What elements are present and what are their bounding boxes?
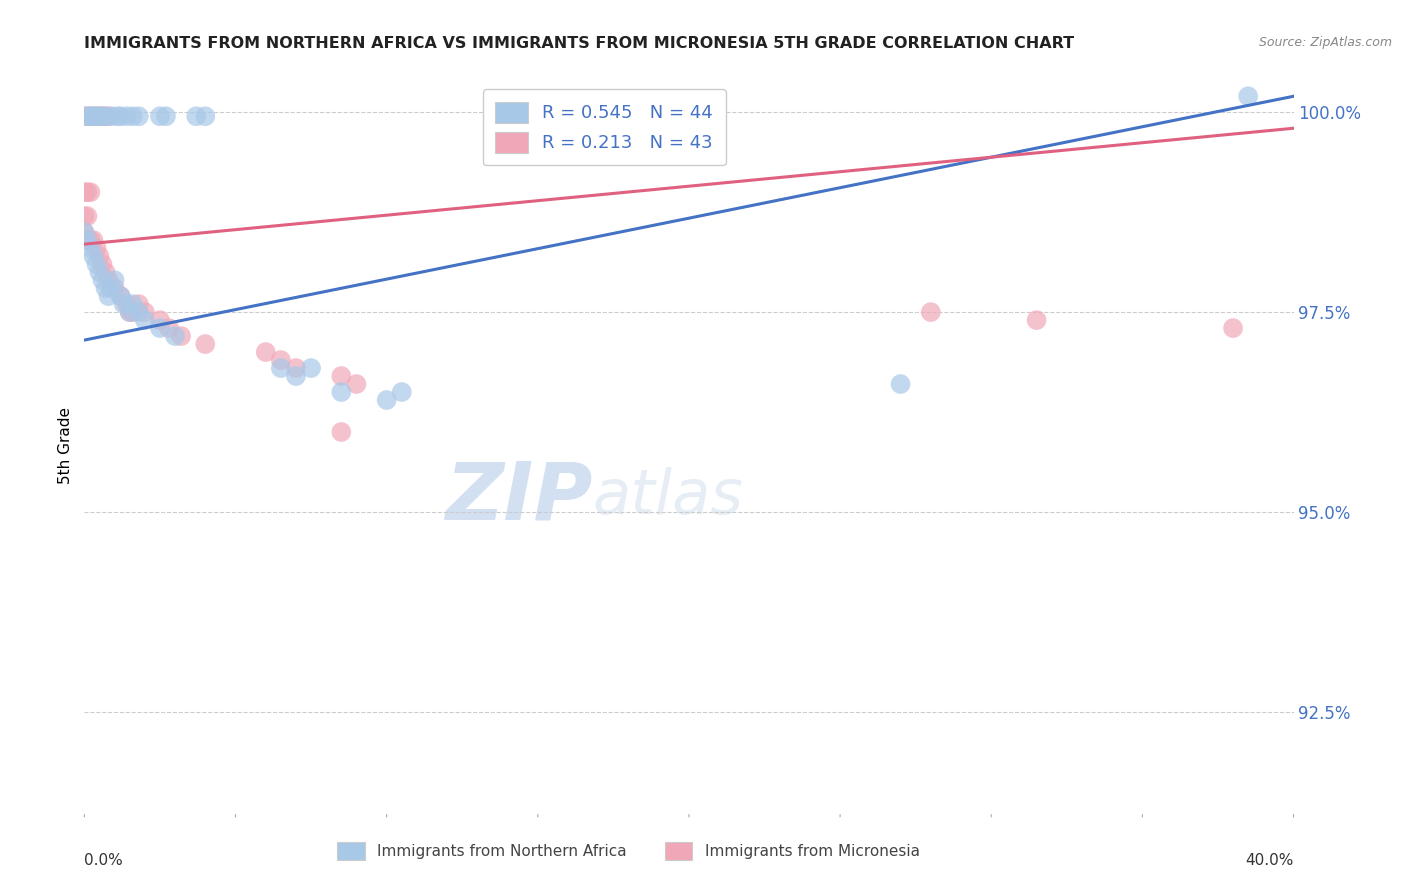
Point — [104, 281, 127, 295]
Point — [149, 313, 172, 327]
Point — [134, 305, 156, 319]
Point — [79, 241, 101, 255]
Point — [155, 109, 177, 123]
Point — [82, 109, 104, 123]
Point — [76, 209, 98, 223]
Point — [73, 225, 96, 239]
Point — [346, 377, 368, 392]
Point — [118, 305, 141, 319]
Point — [1025, 313, 1047, 327]
Point — [91, 109, 114, 123]
Point — [194, 337, 217, 351]
Point — [100, 109, 122, 123]
Point — [375, 392, 398, 407]
Point — [94, 109, 117, 123]
Point — [76, 233, 98, 247]
Point — [89, 109, 111, 123]
Point — [91, 273, 114, 287]
Point — [79, 185, 101, 199]
Point — [1237, 89, 1260, 103]
Point — [128, 109, 150, 123]
Point — [285, 369, 308, 384]
Point — [86, 241, 108, 255]
Point — [82, 233, 104, 247]
Point — [89, 109, 111, 123]
Point — [110, 289, 132, 303]
Point — [134, 313, 156, 327]
Point — [330, 369, 353, 384]
Point — [165, 329, 187, 343]
Point — [91, 257, 114, 271]
Point — [121, 109, 143, 123]
Point — [112, 297, 135, 311]
Point — [121, 305, 143, 319]
Point — [110, 289, 132, 303]
Point — [128, 305, 150, 319]
Point — [330, 425, 353, 439]
Point — [270, 353, 292, 368]
Point — [76, 185, 98, 199]
Point — [115, 297, 138, 311]
Point — [194, 109, 217, 123]
Point — [115, 109, 138, 123]
Text: IMMIGRANTS FROM NORTHERN AFRICA VS IMMIGRANTS FROM MICRONESIA 5TH GRADE CORRELAT: IMMIGRANTS FROM NORTHERN AFRICA VS IMMIG… — [84, 36, 1074, 51]
Point — [100, 281, 122, 295]
Point — [89, 249, 111, 263]
Point — [94, 281, 117, 295]
Point — [104, 273, 127, 287]
Text: 0.0%: 0.0% — [84, 854, 124, 868]
Point — [186, 109, 208, 123]
Point — [86, 109, 108, 123]
Point — [254, 345, 277, 359]
Point — [285, 361, 308, 376]
Point — [82, 249, 104, 263]
Point — [73, 225, 96, 239]
Point — [890, 377, 912, 392]
Point — [97, 289, 120, 303]
Y-axis label: 5th Grade: 5th Grade — [58, 408, 73, 484]
Point — [110, 109, 132, 123]
Point — [91, 109, 114, 123]
Point — [128, 297, 150, 311]
Point — [391, 385, 413, 400]
Legend: Immigrants from Northern Africa, Immigrants from Micronesia: Immigrants from Northern Africa, Immigra… — [332, 837, 925, 866]
Point — [107, 109, 129, 123]
Text: atlas: atlas — [592, 467, 744, 527]
Point — [79, 233, 101, 247]
Point — [76, 109, 98, 123]
Point — [270, 361, 292, 376]
Point — [157, 321, 180, 335]
Point — [149, 109, 172, 123]
Point — [118, 305, 141, 319]
Point — [1222, 321, 1244, 335]
Point — [121, 297, 143, 311]
Point — [97, 109, 120, 123]
Point — [920, 305, 942, 319]
Text: Source: ZipAtlas.com: Source: ZipAtlas.com — [1258, 36, 1392, 49]
Point — [76, 233, 98, 247]
Point — [79, 109, 101, 123]
Text: ZIP: ZIP — [444, 458, 592, 536]
Point — [76, 109, 98, 123]
Point — [170, 329, 193, 343]
Point — [73, 185, 96, 199]
Point — [79, 109, 101, 123]
Point — [94, 109, 117, 123]
Point — [299, 361, 322, 376]
Point — [330, 385, 353, 400]
Point — [97, 273, 120, 287]
Point — [82, 109, 104, 123]
Point — [86, 257, 108, 271]
Point — [73, 209, 96, 223]
Point — [149, 321, 172, 335]
Point — [86, 109, 108, 123]
Point — [73, 109, 96, 123]
Point — [89, 265, 111, 279]
Point — [94, 265, 117, 279]
Text: 40.0%: 40.0% — [1246, 854, 1294, 868]
